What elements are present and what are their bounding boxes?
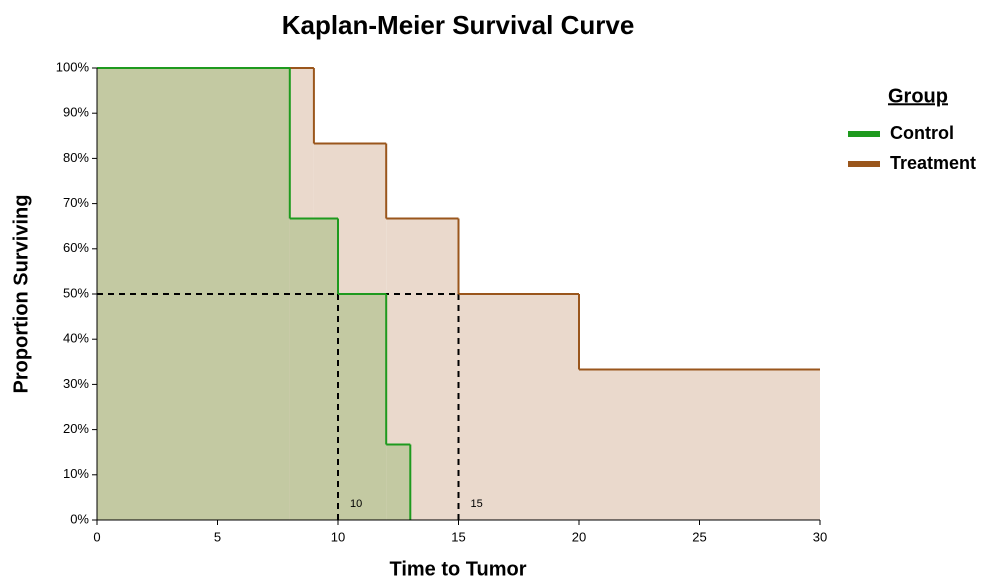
x-tick-label: 5 [214, 529, 221, 544]
y-axis-label: Proportion Surviving [10, 195, 32, 394]
legend-label: Treatment [890, 153, 976, 173]
y-tick-label: 90% [63, 105, 89, 120]
x-tick-label: 25 [692, 529, 706, 544]
area-step [458, 294, 579, 520]
area-step [338, 294, 387, 520]
x-tick-label: 30 [813, 529, 827, 544]
x-tick-label: 0 [93, 529, 100, 544]
y-tick-label: 20% [63, 421, 89, 436]
y-tick-label: 70% [63, 195, 89, 210]
legend-title: Group [888, 85, 948, 107]
area-step [289, 218, 338, 521]
legend-label: Control [890, 123, 954, 143]
x-tick-label: 15 [451, 529, 465, 544]
legend-swatch [848, 161, 880, 167]
chart-title: Kaplan-Meier Survival Curve [282, 10, 635, 40]
x-axis-label: Time to Tumor [389, 558, 526, 580]
area-step [386, 444, 411, 520]
median-label: 15 [471, 498, 483, 510]
y-tick-label: 10% [63, 466, 89, 481]
area-step [579, 369, 820, 520]
x-tick-label: 20 [572, 529, 586, 544]
legend-swatch [848, 131, 880, 137]
y-tick-label: 80% [63, 150, 89, 165]
y-tick-label: 0% [70, 511, 89, 526]
median-label: 10 [350, 498, 362, 510]
area-step [97, 68, 290, 520]
y-tick-label: 100% [56, 59, 90, 74]
y-tick-label: 40% [63, 331, 89, 346]
x-tick-label: 10 [331, 529, 345, 544]
y-tick-label: 60% [63, 240, 89, 255]
y-tick-label: 50% [63, 285, 89, 300]
y-tick-label: 30% [63, 376, 89, 391]
